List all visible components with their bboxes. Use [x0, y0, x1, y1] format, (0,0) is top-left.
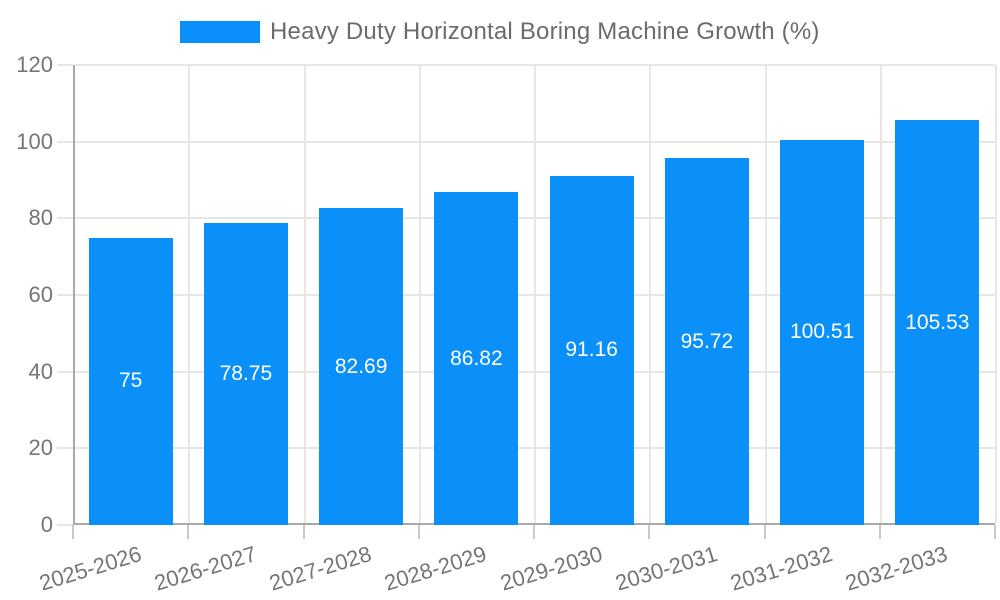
- bar[interactable]: 78.75: [203, 223, 288, 525]
- x-axis-tick: [187, 525, 190, 539]
- y-axis-tick: [57, 370, 73, 373]
- y-axis-tick-label: 40: [28, 358, 53, 384]
- bar-value-label: 86.82: [450, 346, 503, 370]
- x-gridline: [303, 65, 306, 523]
- x-axis-category-label: 2025-2026: [36, 541, 144, 596]
- y-axis-tick-label: 0: [40, 512, 53, 537]
- x-axis-tick: [878, 525, 881, 539]
- x-gridline: [995, 65, 997, 523]
- x-axis-category-label: 2027-2028: [266, 541, 375, 596]
- y-axis-tick: [57, 447, 73, 450]
- x-axis-category-label: 2026-2027: [151, 541, 260, 596]
- x-axis-tick: [72, 525, 74, 539]
- bar-value-label: 100.51: [790, 320, 855, 344]
- x-axis-tick: [533, 525, 535, 539]
- x-axis-tick: [648, 525, 651, 539]
- x-gridline: [764, 65, 767, 523]
- bar-value-label: 91.16: [565, 338, 618, 362]
- x-gridline: [534, 65, 536, 523]
- legend[interactable]: Heavy Duty Horizontal Boring Machine Gro…: [180, 12, 820, 52]
- bar[interactable]: 95.72: [664, 158, 749, 525]
- x-axis-category-label: 2028-2029: [381, 541, 490, 596]
- x-axis-tick: [994, 525, 996, 539]
- bar-value-label: 105.53: [905, 310, 970, 334]
- bar[interactable]: 100.51: [780, 139, 865, 525]
- x-axis-tick: [302, 525, 305, 539]
- y-axis-tick-label: 80: [28, 205, 53, 231]
- y-axis-tick-label: 60: [28, 282, 53, 307]
- y-axis-tick-label: 20: [28, 435, 53, 461]
- y-axis-tick: [57, 64, 73, 66]
- y-axis-tick: [57, 140, 73, 143]
- bar[interactable]: 86.82: [434, 192, 519, 525]
- y-axis-tick: [57, 524, 73, 526]
- bar-value-label: 82.69: [334, 354, 388, 378]
- x-gridline: [649, 65, 652, 523]
- x-gridline: [418, 65, 421, 523]
- legend-label: Heavy Duty Horizontal Boring Machine Gro…: [270, 18, 820, 45]
- bar[interactable]: 91.16: [549, 175, 634, 525]
- x-axis-category-label: 2030-2031: [612, 541, 721, 596]
- y-axis-tick-label: 120: [16, 52, 53, 77]
- bar-value-label: 75: [118, 369, 143, 393]
- y-axis-tick: [57, 294, 73, 296]
- bar[interactable]: 105.53: [895, 120, 980, 525]
- x-axis-category-label: 2032-2033: [842, 541, 951, 596]
- x-axis-category-label: 2029-2030: [497, 541, 605, 596]
- bar[interactable]: 82.69: [319, 208, 404, 525]
- x-axis-category-label: 2031-2032: [727, 541, 836, 596]
- y-axis-tick: [57, 217, 73, 220]
- x-axis-tick: [417, 525, 420, 539]
- bar-value-label: 95.72: [680, 329, 734, 353]
- x-gridline: [879, 65, 882, 523]
- bar[interactable]: 75: [88, 237, 173, 525]
- x-gridline: [188, 65, 191, 523]
- y-axis-tick-label: 100: [16, 128, 53, 154]
- legend-swatch: [180, 21, 260, 43]
- x-axis-tick: [763, 525, 766, 539]
- bar-value-label: 78.75: [219, 362, 273, 386]
- plot-area: [73, 64, 997, 525]
